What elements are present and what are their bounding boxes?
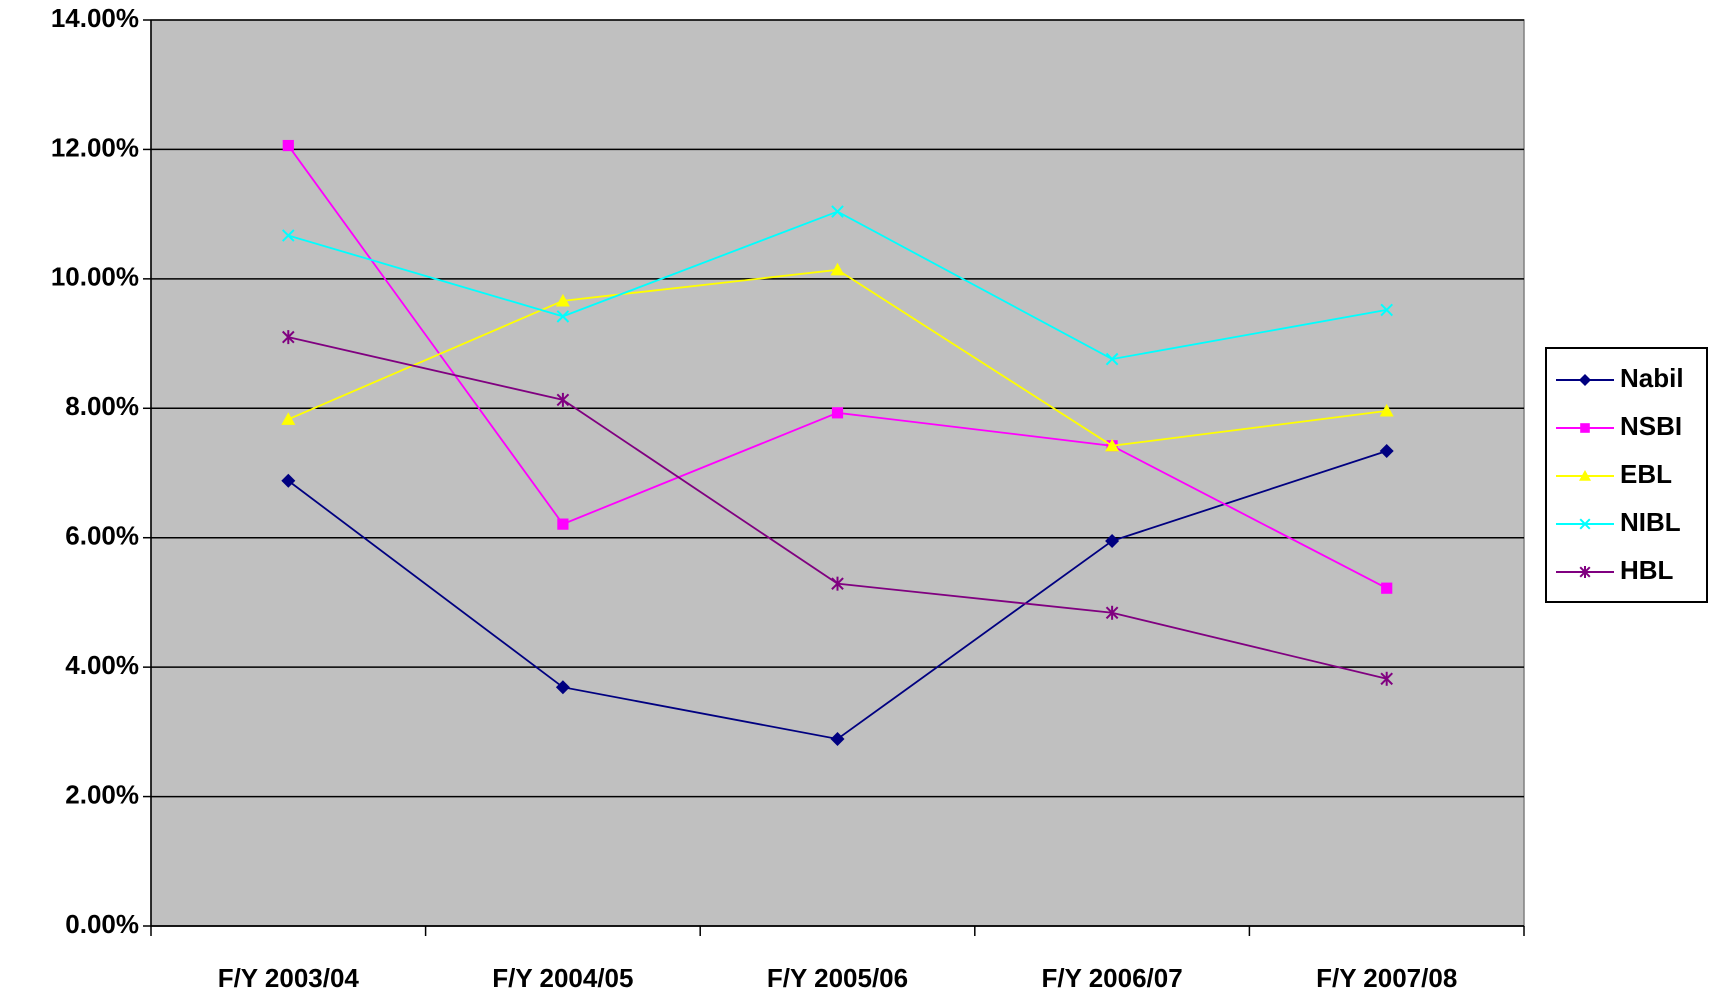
marker xyxy=(1105,605,1119,620)
marker xyxy=(281,412,296,425)
x-tick-label: F/Y 2004/05 xyxy=(492,963,633,993)
marker xyxy=(555,293,570,307)
x-tick-label: F/Y 2005/06 xyxy=(767,963,908,993)
marker-shape xyxy=(1381,582,1393,594)
marker xyxy=(1105,533,1120,548)
marker-shape xyxy=(281,229,295,242)
y-tick-label: 6.00% xyxy=(65,521,139,551)
marker xyxy=(1580,423,1590,433)
x-tick-label: F/Y 2003/04 xyxy=(218,963,360,993)
y-tick-label: 4.00% xyxy=(65,650,139,680)
marker-shape xyxy=(557,518,569,530)
marker xyxy=(1105,438,1120,452)
plot-area xyxy=(150,19,1525,927)
y-tick-label: 0.00% xyxy=(65,909,139,939)
marker-shape xyxy=(831,407,844,419)
marker xyxy=(831,576,844,591)
marker xyxy=(557,518,569,530)
marker-shape xyxy=(555,293,570,307)
y-tick-label: 10.00% xyxy=(51,262,139,292)
marker xyxy=(1579,566,1591,578)
marker-shape xyxy=(1579,374,1591,386)
legend: Nabil NSBI EBL NIBL HBL xyxy=(1545,347,1708,603)
marker-shape xyxy=(1579,470,1591,481)
y-tick-label: 2.00% xyxy=(65,779,139,809)
marker xyxy=(1381,582,1393,594)
marker-shape xyxy=(830,262,845,276)
marker-shape xyxy=(830,731,845,746)
y-tick-label: 8.00% xyxy=(65,391,139,421)
marker xyxy=(282,139,294,152)
legend-label: NIBL xyxy=(1620,507,1681,537)
marker xyxy=(555,680,570,695)
legend-label: EBL xyxy=(1620,459,1672,489)
marker xyxy=(830,731,845,746)
marker xyxy=(1579,470,1591,481)
marker xyxy=(831,205,844,218)
x-tick-label: F/Y 2007/08 xyxy=(1316,963,1457,993)
marker-shape xyxy=(1380,303,1394,317)
marker xyxy=(1579,518,1591,530)
marker xyxy=(831,407,844,419)
marker xyxy=(1380,303,1394,317)
marker-shape xyxy=(281,412,296,425)
marker-shape xyxy=(1379,443,1394,458)
marker xyxy=(281,229,295,242)
marker-shape xyxy=(282,139,294,152)
legend-label: Nabil xyxy=(1620,363,1684,393)
marker xyxy=(1379,443,1394,458)
marker-shape xyxy=(1579,518,1591,530)
marker xyxy=(1380,671,1394,686)
marker xyxy=(1579,374,1591,386)
marker-shape xyxy=(831,205,844,218)
marker xyxy=(830,262,845,276)
marker-shape xyxy=(1105,533,1120,548)
marker-shape xyxy=(1580,423,1590,433)
marker xyxy=(1105,352,1119,366)
legend-label: NSBI xyxy=(1620,411,1682,441)
y-tick-label: 12.00% xyxy=(51,132,139,162)
marker xyxy=(281,473,296,488)
legend-label: HBL xyxy=(1620,555,1674,585)
marker-shape xyxy=(1105,352,1119,366)
marker-shape xyxy=(1105,438,1120,452)
marker-shape xyxy=(555,680,570,695)
marker xyxy=(281,330,295,345)
marker xyxy=(556,310,570,323)
marker xyxy=(556,392,570,407)
marker xyxy=(1379,403,1394,417)
y-tick-label: 14.00% xyxy=(51,3,139,33)
marker-shape xyxy=(556,310,570,323)
marker-shape xyxy=(1379,403,1394,417)
x-tick-label: F/Y 2006/07 xyxy=(1042,963,1183,993)
marker-shape xyxy=(281,473,296,488)
